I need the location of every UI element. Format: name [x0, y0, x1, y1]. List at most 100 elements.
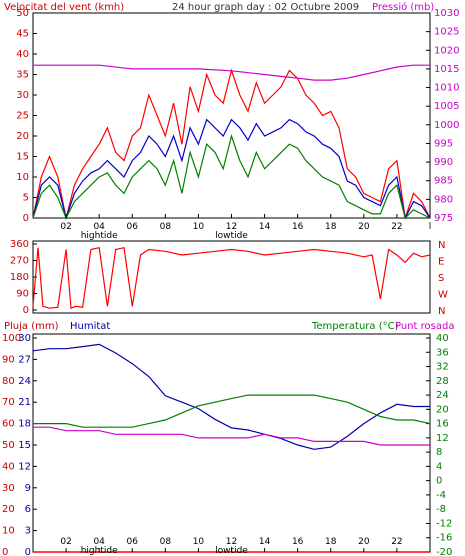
dewpoint-series — [33, 426, 430, 446]
temp-y-tick-label: 4 — [436, 461, 442, 472]
x-tick-label: l — [429, 537, 432, 547]
pressure-y-tick-label: 1010 — [434, 83, 459, 94]
compass-label: W — [438, 290, 448, 301]
wind_avg-series — [32, 118, 431, 221]
pressure-y-tick-label: 1000 — [434, 120, 459, 131]
humidity-y-tick-label: 90 — [2, 354, 15, 365]
temp-y-tick-label: 32 — [436, 362, 449, 373]
x-tick-label: 16 — [292, 222, 304, 232]
direction-y-tick-label: 360 — [10, 239, 29, 250]
compass-label: N — [438, 240, 445, 251]
temp-y-tick-label: 28 — [436, 376, 449, 387]
pressure-y-tick-label: 1025 — [434, 27, 459, 38]
wind-y-tick-label: 35 — [16, 70, 29, 81]
direction-series — [32, 246, 431, 310]
humidity-y-tick-label: 30 — [2, 483, 15, 494]
tide-label: lowtide — [215, 546, 248, 556]
pressure-y-tick-label: 980 — [434, 194, 453, 205]
chart-title: 24 hour graph day : 02 Octubre 2009 — [172, 2, 359, 13]
humidity-y-tick-label: 50 — [2, 440, 15, 451]
x-tick-label: 14 — [259, 222, 271, 232]
direction-y-tick-label: 180 — [10, 272, 29, 283]
temp-y-tick-label: 8 — [436, 447, 442, 458]
x-tick-label: 02 — [60, 537, 71, 547]
dewpoint-label: Punt rosada — [395, 321, 454, 332]
x-tick-label: 10 — [193, 537, 205, 547]
rain-y-tick-label: 15 — [18, 440, 31, 451]
rain-y-tick-label: 24 — [18, 376, 31, 387]
humidity-label: Humitat — [70, 321, 110, 332]
x-tick-label: 04 — [93, 222, 105, 232]
direction-y-tick-label: 270 — [10, 256, 29, 267]
compass-label: E — [438, 257, 444, 268]
humidity-y-tick-label: 60 — [2, 419, 15, 430]
temp-y-tick-label: -20 — [436, 547, 452, 556]
x-tick-label: 08 — [160, 222, 172, 232]
wind-y-tick-label: 45 — [16, 29, 29, 40]
x-tick-label: 18 — [325, 222, 337, 232]
x-tick-label: 20 — [358, 537, 370, 547]
temp-y-tick-label: -4 — [436, 490, 446, 501]
x-tick-label: 06 — [127, 537, 139, 547]
humidity-y-tick-label: 40 — [2, 461, 15, 472]
x-tick-label: l — [429, 222, 432, 232]
rain-y-tick-label: 0 — [25, 547, 31, 556]
x-tick-label: 06 — [127, 222, 139, 232]
wind-y-tick-label: 5 — [23, 193, 29, 204]
temperature-series — [33, 394, 431, 428]
direction-y-tick-label: 0 — [23, 305, 29, 316]
humidity-y-tick-label: 100 — [2, 333, 21, 344]
temp-y-tick-label: 20 — [436, 404, 449, 415]
x-tick-label: 02 — [60, 222, 71, 232]
temp-y-tick-label: -12 — [436, 518, 452, 529]
x-tick-label: 08 — [160, 537, 172, 547]
temp-y-tick-label: 12 — [436, 433, 449, 444]
temp-y-tick-label: 16 — [436, 419, 449, 430]
x-tick-label: 22 — [391, 537, 402, 547]
chart-layer: 0510152025303540455097598098599099510001… — [2, 8, 459, 556]
humidity-y-tick-label: 20 — [2, 504, 15, 515]
pressure-y-tick-label: 1030 — [434, 8, 459, 19]
humidity-y-tick-label: 80 — [2, 376, 15, 387]
pressure-label: Pressió (mb) — [372, 1, 434, 13]
rain-y-tick-label: 18 — [18, 419, 31, 430]
pressure-y-tick-label: 995 — [434, 138, 453, 149]
temp-y-tick-label: 40 — [436, 333, 449, 344]
rain-y-tick-label: 12 — [18, 461, 31, 472]
rain-y-tick-label: 3 — [25, 526, 31, 537]
temp-y-tick-label: -8 — [436, 504, 446, 515]
humidity-y-tick-label: 0 — [2, 547, 8, 556]
temp-y-tick-label: 0 — [436, 476, 442, 487]
wind-y-tick-label: 0 — [23, 213, 29, 224]
wind-y-tick-label: 40 — [16, 49, 29, 60]
wind_max-series — [32, 68, 431, 219]
humidity-y-tick-label: 10 — [2, 526, 15, 537]
x-tick-label: 04 — [93, 537, 105, 547]
pressure-y-tick-label: 1005 — [434, 101, 459, 112]
pressure-y-tick-label: 1015 — [434, 64, 459, 75]
humidity-series — [32, 343, 430, 450]
pressure-y-tick-label: 985 — [434, 176, 453, 187]
temp-y-tick-label: 24 — [436, 390, 449, 401]
temp-y-tick-label: 36 — [436, 347, 449, 358]
tide-label: lowtide — [215, 231, 248, 241]
tide-label: hightide — [81, 546, 118, 556]
x-tick-label: 12 — [226, 222, 237, 232]
pressure-y-tick-label: 975 — [434, 213, 453, 224]
x-tick-label: 18 — [325, 537, 337, 547]
compass-label: N — [438, 306, 445, 317]
wind_gust_green-series — [32, 133, 431, 220]
temp-y-tick-label: -16 — [436, 533, 452, 544]
direction-y-tick-label: 90 — [16, 289, 29, 300]
pressure-y-tick-label: 990 — [434, 157, 453, 168]
rain-y-tick-label: 21 — [18, 397, 31, 408]
wind-y-tick-label: 30 — [16, 90, 29, 101]
compass-label: S — [438, 273, 444, 284]
wind-y-tick-label: 10 — [16, 172, 29, 183]
rain-label: Pluja (mm) — [4, 321, 59, 332]
temperature-label: Temperatura (°C) — [311, 321, 399, 332]
wind-y-tick-label: 25 — [16, 111, 29, 122]
pressure-y-tick-label: 1020 — [434, 45, 459, 56]
